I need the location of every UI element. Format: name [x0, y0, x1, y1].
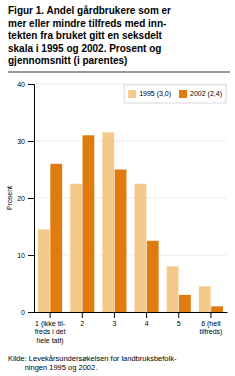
bar [179, 295, 191, 312]
x-tick-label-line: hele tatt) [36, 337, 63, 345]
bar [82, 135, 94, 312]
title-line: mer eller mindre tilfreds med inn- [8, 18, 166, 29]
x-tick-label: 6 (helttilfreds) [199, 320, 222, 336]
grid-line [34, 84, 227, 85]
legend-swatch [179, 90, 187, 98]
x-tick-label-line: tilfreds) [199, 328, 222, 336]
y-axis: 0 10 20 30 40 [17, 81, 34, 316]
x-tick-label: 1 (ikke til-freds i det hele tatt) [35, 320, 66, 345]
source-line: ningen 1995 og 2002. [8, 363, 97, 372]
bar-series [50, 135, 223, 312]
x-tick-label-line: 4 [145, 320, 149, 327]
legend-box [124, 85, 226, 103]
bar [211, 306, 223, 312]
x-tick-mark [114, 312, 115, 318]
grid-line [34, 255, 227, 256]
bar [135, 184, 147, 312]
y-tick-mark [28, 141, 34, 142]
x-tick: 2 [80, 312, 84, 327]
title-line: tekten fra bruket gitt en seksdelt [8, 30, 163, 41]
x-tick: 3 [112, 312, 116, 327]
y-tick-label: 30 [17, 138, 25, 145]
x-tick: 5 [177, 312, 181, 327]
title-line: skala i 1995 og 2002. Prosent og [8, 43, 161, 54]
x-tick: 6 (helttilfreds) [199, 312, 222, 336]
y-tick: 10 [17, 252, 34, 259]
y-tick-label: 20 [17, 195, 25, 202]
x-tick-label-line: 1 (ikke til- [35, 320, 66, 328]
x-tick-label-line: freds i det [35, 328, 66, 335]
x-tick-label-line: 5 [177, 320, 181, 327]
y-tick-mark [28, 255, 34, 256]
x-tick-label: 5 [177, 320, 181, 327]
grid [34, 84, 227, 312]
title: Figur 1. Andel gårdbrukere som er mer ell… [8, 5, 171, 66]
legend-item: 1995 (3,0) [128, 90, 171, 98]
x-tick-mark [146, 312, 147, 318]
legend-label: 1995 (3,0) [139, 90, 171, 98]
source-line: Kilde: Levekårsundersøkelsen for landbru… [8, 354, 177, 363]
bar [167, 266, 179, 312]
y-tick-mark [28, 312, 34, 313]
x-tick-label: 3 [112, 320, 116, 327]
bar [102, 132, 114, 312]
x-tick-mark [82, 312, 83, 318]
y-tick: 0 [21, 309, 34, 316]
y-tick-mark [28, 84, 34, 85]
bar-series [38, 132, 211, 312]
x-axis: 1 (ikke til-freds i det hele tatt) 2 3 4 5 6 (… [35, 312, 228, 345]
title-rule [8, 72, 230, 73]
grid-line [34, 141, 227, 142]
legend-item: 2002 (2,4) [179, 90, 222, 98]
y-tick: 40 [17, 81, 34, 88]
bar [147, 241, 159, 312]
x-tick-label-line: 2 [80, 320, 84, 327]
x-tick-label-line: 6 (helt [201, 320, 221, 328]
y-axis-title: Prosent [6, 186, 13, 210]
bar [38, 229, 50, 312]
x-tick-mark [210, 312, 211, 318]
legend-label: 2002 (2,4) [190, 90, 222, 98]
x-tick-label-line: 3 [112, 320, 116, 327]
source: Kilde: Levekårsundersøkelsen for landbru… [8, 354, 177, 373]
bar [50, 164, 62, 312]
bar [70, 184, 82, 312]
x-tick: 4 [145, 312, 149, 327]
y-axis-line [28, 85, 35, 313]
x-tick: 1 (ikke til-freds i det hele tatt) [35, 312, 66, 345]
legend-swatch [128, 90, 136, 98]
y-tick-label: 0 [21, 309, 25, 316]
y-tick-mark [28, 198, 34, 199]
title-line: gjennomsnitt (i parentes) [8, 55, 127, 66]
bar [115, 170, 127, 313]
legend: 1995 (3,0) 2002 (2,4) [124, 85, 226, 103]
x-tick-mark [50, 312, 51, 318]
grid-line [34, 312, 227, 313]
x-tick-label: 2 [80, 320, 84, 327]
y-tick: 20 [17, 195, 34, 202]
bars [38, 132, 223, 312]
x-tick-label: 4 [145, 320, 149, 327]
chart: Figur 1. Andel gårdbrukere som er mer ell… [0, 0, 235, 376]
legend-items: 1995 (3,0) 2002 (2,4) [128, 90, 222, 98]
title-line: Figur 1. Andel gårdbrukere som er [8, 5, 171, 16]
y-tick-label: 40 [17, 81, 25, 88]
y-tick: 30 [17, 138, 34, 145]
plot: 0 10 20 30 40 1 (ikke til-freds i det hele tat… [17, 81, 227, 345]
x-axis-line [35, 312, 228, 313]
x-tick-mark [178, 312, 179, 318]
bar [199, 286, 211, 312]
y-tick-label: 10 [17, 252, 25, 259]
grid-line [34, 198, 227, 199]
